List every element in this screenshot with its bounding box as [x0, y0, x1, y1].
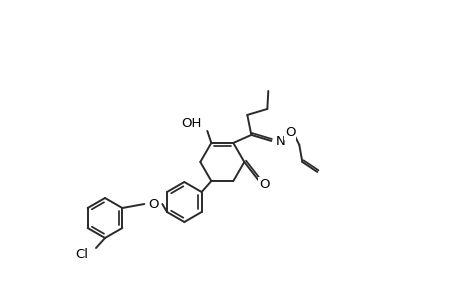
Text: O: O	[258, 178, 269, 190]
Text: OH: OH	[180, 117, 201, 130]
Text: O: O	[148, 197, 158, 211]
Text: O: O	[285, 126, 295, 140]
Text: N: N	[275, 135, 285, 148]
Text: Cl: Cl	[75, 248, 88, 260]
